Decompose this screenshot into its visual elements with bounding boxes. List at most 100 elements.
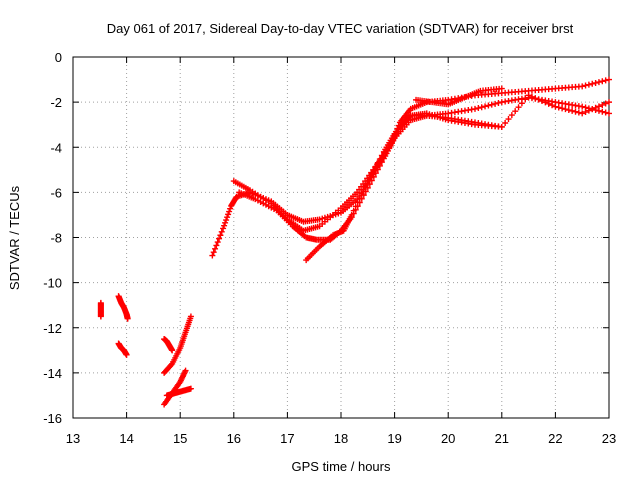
data-point xyxy=(606,110,612,117)
data-point-interp xyxy=(181,331,188,338)
x-tick-label: 19 xyxy=(387,431,401,446)
data-point-interp xyxy=(468,106,475,113)
x-axis-label: GPS time / hours xyxy=(292,459,391,474)
data-point-interp xyxy=(213,242,220,249)
data-point-interp xyxy=(360,186,367,193)
data-point-interp xyxy=(97,312,104,319)
data-point-interp xyxy=(250,195,257,202)
data-point-interp xyxy=(505,116,512,123)
y-tick-label: -12 xyxy=(43,321,62,336)
data-point-interp xyxy=(549,102,556,109)
data-point-interp xyxy=(214,239,221,246)
data-point-interp xyxy=(210,249,217,256)
data-point-interp xyxy=(549,85,556,92)
data-point-interp xyxy=(488,101,495,108)
data-point-interp xyxy=(459,95,466,102)
data-point-interp xyxy=(508,112,515,119)
data-point-interp xyxy=(602,109,609,116)
data-point-interp xyxy=(468,121,475,128)
data-point-interp xyxy=(495,99,502,106)
y-tick-label: -6 xyxy=(50,185,62,200)
data-point-interp xyxy=(405,114,412,121)
data-point-interp xyxy=(222,219,229,226)
x-tick-label: 22 xyxy=(548,431,562,446)
data-point-interp xyxy=(602,77,609,84)
data-point-interp xyxy=(352,191,359,198)
data-point-interp xyxy=(124,315,131,322)
data-point-interp xyxy=(562,106,569,113)
data-point-interp xyxy=(528,93,535,100)
y-tick-label: -14 xyxy=(43,366,62,381)
data-point-interp xyxy=(572,108,579,115)
data-point-interp xyxy=(555,104,562,111)
data-point xyxy=(552,103,559,110)
data-point-interp xyxy=(187,315,194,322)
x-tick-label: 15 xyxy=(173,431,187,446)
data-point-interp xyxy=(354,199,361,206)
data-point xyxy=(220,225,227,232)
data-point-interp xyxy=(374,159,381,166)
data-point-interp xyxy=(406,107,413,114)
data-point-interp xyxy=(592,104,599,111)
data-point-interp xyxy=(515,104,522,111)
series-arc-d xyxy=(161,336,176,354)
data-point-interp xyxy=(314,245,321,252)
data-point-interp xyxy=(478,104,485,111)
data-point-interp xyxy=(582,82,589,89)
axis-ticks: 13 14 15 16 17 18 19 20 21 22 23 0 -2 -4 -6 -8 -10 -12 -14… xyxy=(43,50,616,446)
data-point-interp xyxy=(495,123,502,130)
data-point-interp xyxy=(328,233,335,240)
data-point-interp xyxy=(589,80,596,87)
data-point-interp xyxy=(123,351,130,358)
data-point-interp xyxy=(585,81,592,88)
data-point-interp xyxy=(186,385,193,392)
y-tick-label: -2 xyxy=(50,95,62,110)
data-point-interp xyxy=(378,152,385,159)
data-point-interp xyxy=(287,221,294,228)
data-point xyxy=(606,99,612,106)
data-point-interp xyxy=(512,108,519,115)
y-axis-label: SDTVAR / TECUs xyxy=(7,185,22,290)
data-point xyxy=(525,92,532,99)
data-point-interp xyxy=(347,213,354,220)
x-tick-label: 17 xyxy=(280,431,294,446)
x-tick-label: 16 xyxy=(227,431,241,446)
data-point-interp xyxy=(352,203,359,210)
data-point-interp xyxy=(485,102,492,109)
data-point-interp xyxy=(482,103,489,110)
series-arc-a xyxy=(97,299,104,320)
x-tick-label: 13 xyxy=(66,431,80,446)
data-point-interp xyxy=(314,216,321,223)
data-point-interp xyxy=(168,361,175,368)
data-point-interp xyxy=(167,363,174,370)
series-arc-k xyxy=(303,110,505,264)
data-point-interp xyxy=(221,222,228,229)
x-tick-label: 21 xyxy=(495,431,509,446)
data-point-interp xyxy=(368,170,375,177)
data-point-interp xyxy=(592,79,599,86)
x-tick-label: 20 xyxy=(441,431,455,446)
data-point-interp xyxy=(370,167,377,174)
data-point-interp xyxy=(502,119,509,126)
data-point-interp xyxy=(227,205,234,212)
data-point-interp xyxy=(224,214,231,221)
data-point-interp xyxy=(496,85,503,92)
x-tick-label: 18 xyxy=(334,431,348,446)
data-point-interp xyxy=(350,207,357,214)
data-point-interp xyxy=(602,100,609,107)
y-tick-label: -4 xyxy=(50,140,62,155)
data-point-interp xyxy=(569,107,576,114)
x-tick-label: 14 xyxy=(119,431,133,446)
data-point-interp xyxy=(314,223,321,230)
data-point-interp xyxy=(518,100,525,107)
data-point-interp xyxy=(595,79,602,86)
y-tick-label: -10 xyxy=(43,276,62,291)
series-arc-e xyxy=(161,313,194,376)
data-point-interp xyxy=(535,96,542,103)
data-point-interp xyxy=(532,95,539,102)
data-point-interp xyxy=(366,174,373,181)
data-point-interp xyxy=(599,78,606,85)
data-point-interp xyxy=(218,228,225,235)
y-tick-label: 0 xyxy=(55,50,62,65)
data-point-interp xyxy=(376,156,383,163)
